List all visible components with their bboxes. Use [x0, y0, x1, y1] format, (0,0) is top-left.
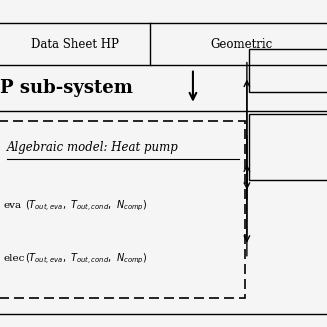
Text: eva: eva: [3, 201, 21, 210]
Text: elec: elec: [3, 254, 25, 263]
Bar: [249, 49, 327, 92]
Text: $(T_{out,eva},\ T_{out,cond},\ N_{comp})$: $(T_{out,eva},\ T_{out,cond},\ N_{comp})…: [25, 198, 147, 213]
Text: Algebraic model: Heat pump: Algebraic model: Heat pump: [7, 141, 178, 154]
Text: $(T_{out,eva},\ T_{out,cond},\ N_{comp})$: $(T_{out,eva},\ T_{out,cond},\ N_{comp})…: [25, 251, 147, 266]
Text: Geometric: Geometric: [211, 38, 273, 51]
Bar: [249, 114, 327, 180]
Text: P sub-system: P sub-system: [0, 79, 133, 97]
Bar: [0, 121, 245, 298]
Text: Data Sheet HP: Data Sheet HP: [31, 38, 119, 51]
